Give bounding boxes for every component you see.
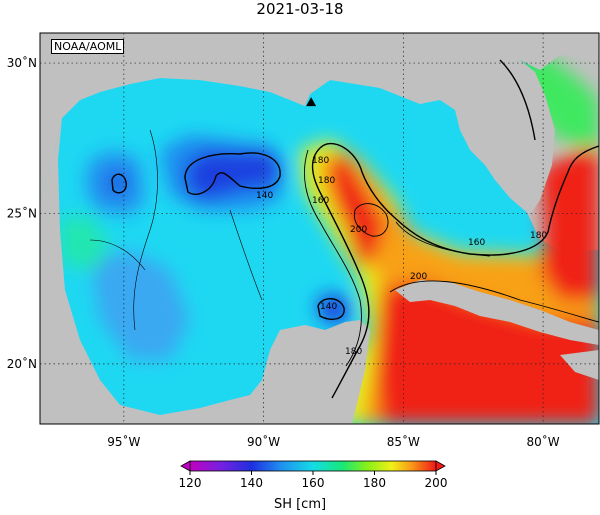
lon-tick-label: 80˚W (527, 434, 560, 449)
credit-label: NOAA/AOML (51, 39, 125, 54)
land-hispaniola (560, 350, 599, 380)
contour-180-south (312, 147, 370, 399)
contour-label: 200 (350, 225, 367, 235)
colorbar-tick-label: 160 (302, 476, 325, 490)
contour-140-north (184, 152, 281, 195)
contour-label: 200 (410, 272, 427, 282)
lon-tick-label: 95˚W (107, 434, 140, 449)
lat-tick-label: 30˚N (7, 55, 37, 70)
land-cuba (395, 280, 599, 345)
colorbar-tick-label: 200 (425, 476, 448, 490)
contour-label: 180 (318, 176, 335, 186)
contour-label: 180 (345, 347, 362, 357)
colorbar-title: SH [cm] (273, 497, 327, 512)
colorbar-min-arrow (180, 460, 191, 472)
lat-tick-label: 20˚N (7, 356, 37, 371)
contour-200-south (389, 280, 599, 323)
land-us-coast (40, 33, 599, 160)
contour-label: 160 (468, 238, 485, 248)
colorbar-max-arrow (435, 460, 446, 472)
lat-tick-label: 25˚N (7, 205, 37, 220)
station-triangle-icon (306, 97, 317, 107)
map-frame (39, 32, 600, 425)
lon-tick-label: 90˚W (247, 434, 280, 449)
water-zone-red (328, 158, 385, 270)
contour-160-east (395, 221, 491, 257)
land-florida (440, 60, 555, 215)
water-zone-deep-blue (185, 150, 280, 200)
contour-160 (303, 149, 362, 367)
water-zone-blue-south (90, 250, 190, 360)
contours (89, 59, 599, 399)
colorbar-gradient (189, 460, 437, 472)
water-zone-green-west (58, 215, 110, 270)
land-mexico (40, 118, 370, 424)
contour-label: 180 (530, 231, 547, 241)
colorbar-tick-label: 180 (363, 476, 386, 490)
map-title: 2021-03-18 (256, 0, 344, 18)
graticule (40, 33, 599, 424)
water-zone-red-east (540, 140, 599, 300)
contour-140-south (317, 298, 345, 320)
water-zone-red-south (375, 280, 599, 424)
contour-label: 140 (320, 302, 337, 312)
colorbar-tick-label: 140 (240, 476, 263, 490)
contour-label: 160 (312, 196, 329, 206)
contour-140-west (111, 173, 127, 194)
contour-gulf-thin (89, 129, 263, 331)
lon-tick-label: 85˚W (387, 434, 420, 449)
contour-florida (499, 59, 536, 141)
colorbar: 120 140 160 180 200 (179, 460, 448, 490)
colorbar-tick-label: 120 (179, 476, 202, 490)
contour-200 (353, 203, 389, 237)
contour-label: 180 (312, 156, 329, 166)
contour-label: 140 (256, 191, 273, 201)
